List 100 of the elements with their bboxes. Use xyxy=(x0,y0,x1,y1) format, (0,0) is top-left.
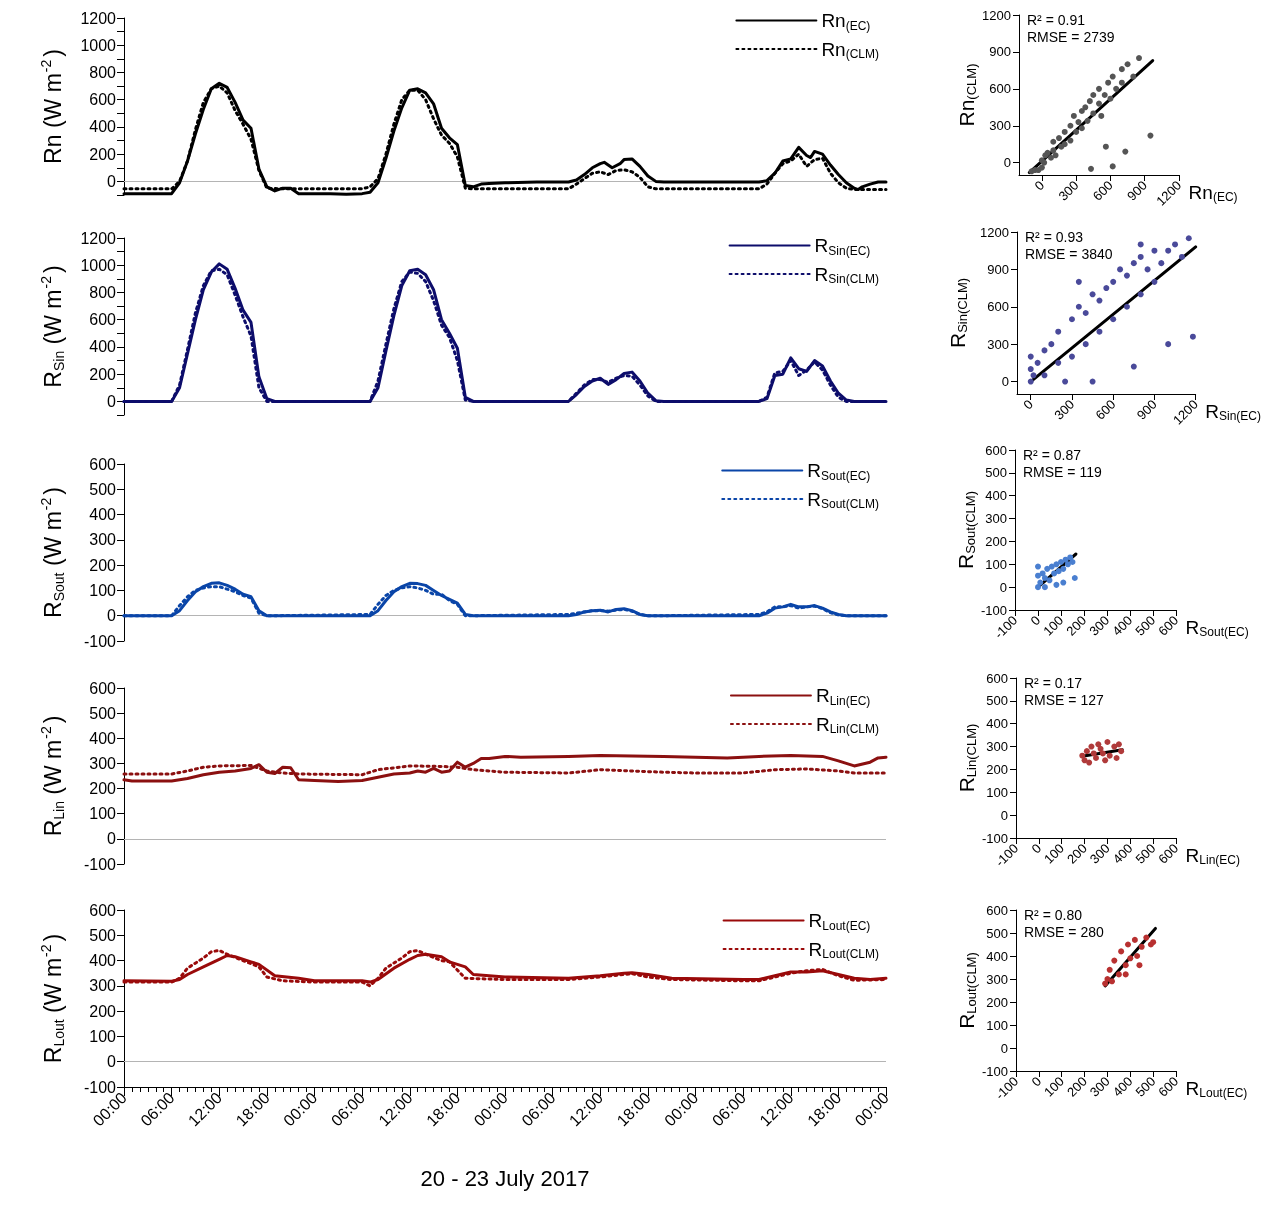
y-tick-label: 400 xyxy=(89,118,117,136)
y-tick-label: 100 xyxy=(89,805,117,823)
y-tick-label: 1200 xyxy=(80,229,117,247)
point xyxy=(1027,366,1034,373)
y-tick-label: 500 xyxy=(89,926,117,944)
y-tick-label: 300 xyxy=(986,739,1008,755)
y-axis-title: RLin (W m-2) xyxy=(38,715,67,837)
point xyxy=(1050,138,1057,145)
point xyxy=(1096,85,1102,92)
point xyxy=(1067,137,1074,144)
y-tick-label: 200 xyxy=(89,365,117,383)
x-tick-label: 0 xyxy=(1031,177,1048,194)
y-tick-label: 200 xyxy=(89,1002,117,1020)
point xyxy=(1075,278,1082,285)
point xyxy=(1122,148,1129,155)
y-tick-label: 400 xyxy=(986,948,1008,964)
point xyxy=(1131,936,1138,943)
point xyxy=(1086,759,1093,766)
point xyxy=(1185,235,1192,242)
point xyxy=(1035,572,1041,579)
y-axis-title: RSout (W m-2) xyxy=(38,487,67,618)
y-axis-title: Rn (W m-2) xyxy=(38,49,66,164)
y-tick-label: 600 xyxy=(89,91,117,109)
point xyxy=(1115,741,1122,748)
point xyxy=(1041,575,1048,581)
y-tick-label: 100 xyxy=(985,556,1007,572)
point xyxy=(1158,260,1165,267)
point xyxy=(1099,750,1106,757)
point xyxy=(1093,755,1099,761)
y-tick-label: 300 xyxy=(989,118,1011,134)
point xyxy=(1144,266,1151,273)
point xyxy=(1123,272,1130,279)
point xyxy=(1111,957,1118,964)
x-tick-label: 900 xyxy=(1133,396,1160,423)
point xyxy=(1082,341,1089,348)
point xyxy=(1125,941,1131,948)
point xyxy=(1075,119,1082,126)
y-tick-label: 800 xyxy=(89,283,117,301)
y-tick-label: 100 xyxy=(89,581,117,599)
y-tick-label: 0 xyxy=(1003,155,1011,171)
y-tick-label: 600 xyxy=(89,455,117,473)
point xyxy=(1075,303,1082,310)
y-tick-label: 300 xyxy=(986,971,1008,987)
point xyxy=(1178,253,1185,260)
y-tick-label: 400 xyxy=(89,952,117,970)
point xyxy=(1088,743,1095,750)
point xyxy=(1067,122,1074,129)
y-axis-title: RSout(CLM) xyxy=(953,490,978,570)
point xyxy=(1117,266,1124,273)
point xyxy=(1067,554,1074,561)
y-axis-title: RSin(CLM) xyxy=(945,277,971,349)
y-tick-label: 300 xyxy=(985,511,1007,527)
y-tick-label: 500 xyxy=(986,925,1008,941)
point xyxy=(1061,128,1068,135)
point xyxy=(1151,278,1158,285)
y-tick-label: 600 xyxy=(985,442,1007,458)
point xyxy=(1060,565,1067,572)
point xyxy=(1052,152,1059,159)
y-tick-label: 100 xyxy=(986,784,1008,800)
y-axis-title: RLout (W m-2) xyxy=(38,933,67,1064)
y-tick-label: 600 xyxy=(89,901,117,919)
annotation: R² = 0.91 xyxy=(1027,12,1086,28)
y-tick-label: 900 xyxy=(989,44,1011,60)
point xyxy=(1102,757,1109,764)
y-tick-label: 1000 xyxy=(80,36,117,54)
point xyxy=(1048,154,1054,161)
annotation: RMSE = 119 xyxy=(1023,464,1102,480)
point xyxy=(1109,163,1116,170)
point xyxy=(1069,559,1076,565)
point xyxy=(1106,752,1113,759)
annotation: R² = 0.87 xyxy=(1023,447,1082,463)
y-tick-label: 200 xyxy=(986,994,1008,1010)
y-tick-label: 0 xyxy=(1001,374,1009,390)
point xyxy=(1089,291,1096,298)
point xyxy=(1041,584,1048,591)
point xyxy=(1113,85,1120,92)
y-tick-label: 100 xyxy=(89,1027,117,1045)
point xyxy=(1151,247,1158,254)
y-tick-label: 500 xyxy=(89,480,117,498)
y-tick-label: 600 xyxy=(89,679,117,697)
point xyxy=(1137,291,1144,298)
x-tick-label: 0 xyxy=(1020,396,1037,413)
y-tick-label: 500 xyxy=(986,693,1008,709)
annotation: R² = 0.17 xyxy=(1024,675,1083,691)
x-axis-title: 20 - 23 July 2017 xyxy=(420,1165,590,1191)
y-tick-label: 600 xyxy=(986,670,1008,686)
annotation: RMSE = 280 xyxy=(1024,924,1104,940)
point xyxy=(1104,739,1111,745)
point xyxy=(1055,568,1062,575)
y-tick-label: 200 xyxy=(89,556,117,574)
y-tick-label: 600 xyxy=(986,902,1008,918)
point xyxy=(1058,559,1064,565)
y-tick-label: -100 xyxy=(83,632,117,650)
y-tick-label: 300 xyxy=(89,531,117,549)
y-tick-label: 600 xyxy=(89,311,117,329)
y-tick-label: -100 xyxy=(980,602,1007,618)
point xyxy=(1127,955,1134,962)
point xyxy=(1055,328,1062,335)
point xyxy=(1189,333,1196,340)
point xyxy=(1095,741,1102,748)
